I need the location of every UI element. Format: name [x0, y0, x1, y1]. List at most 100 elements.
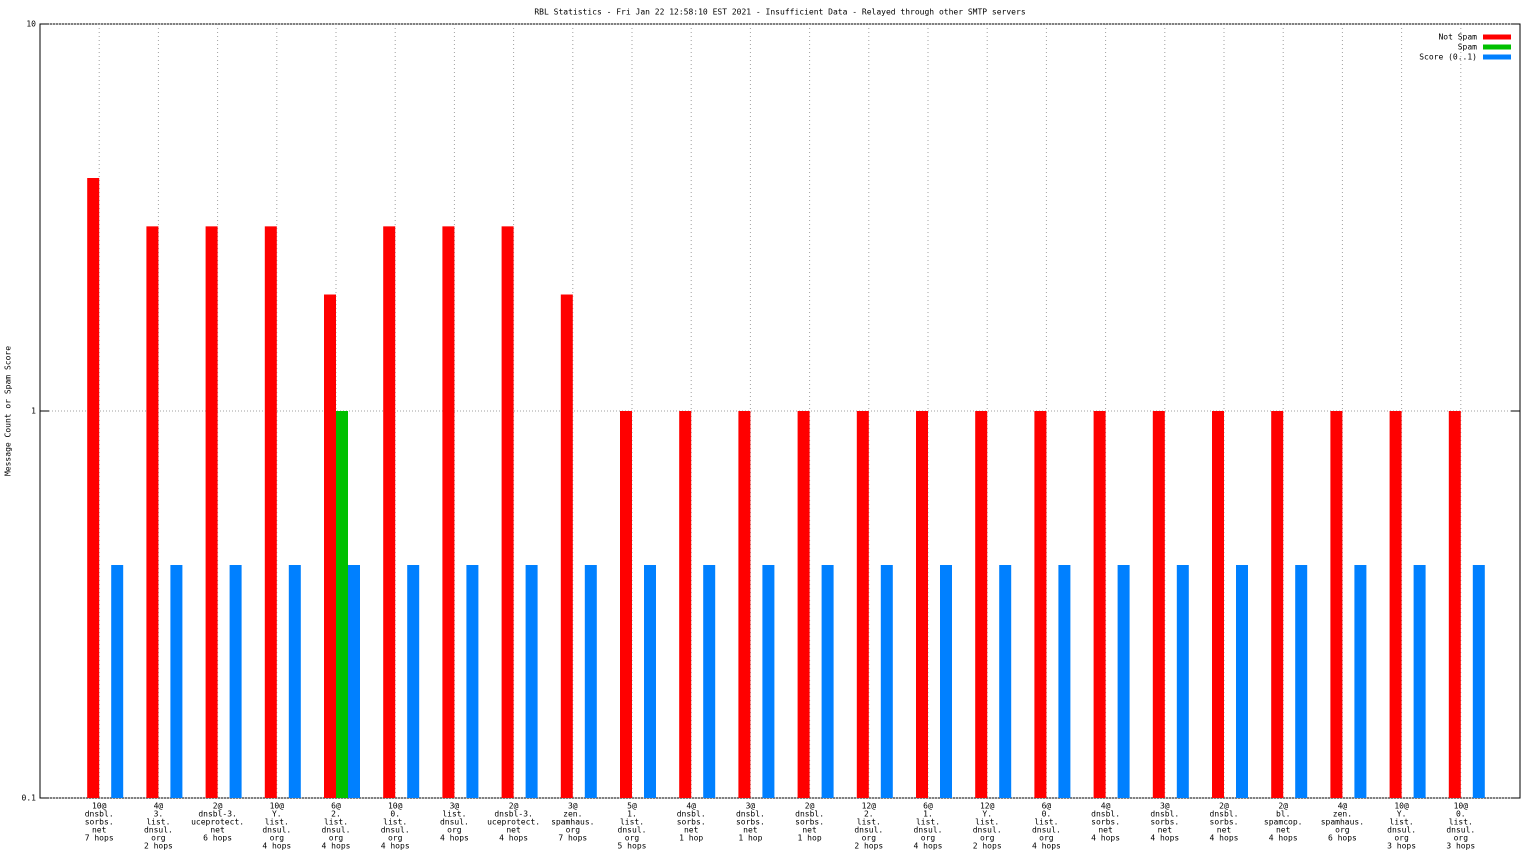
x-tick-label: 4@ [1338, 802, 1348, 811]
x-tick-label: dnsul. [1446, 826, 1475, 835]
bar [620, 411, 632, 798]
x-tick-label: list. [146, 818, 170, 827]
x-tick-label: dnsbl. [85, 810, 114, 819]
x-tick-label: sorbs. [1210, 818, 1239, 827]
bar [501, 226, 514, 799]
bar [1271, 411, 1284, 798]
legend-swatch [1483, 44, 1511, 50]
x-tick-label: 2 hops [973, 842, 1002, 851]
x-tick-label: 12@ [980, 802, 995, 811]
bar [111, 565, 124, 798]
x-tick-label: net [92, 826, 107, 835]
x-tick-label: spamhaus. [551, 818, 594, 827]
x-tick-label: net [1217, 826, 1232, 835]
x-tick-label: dnsul. [381, 826, 410, 835]
bar [856, 411, 869, 798]
x-tick-label: 2@ [1278, 802, 1288, 811]
legend-label: Not Spam [1438, 33, 1477, 42]
bar [797, 411, 810, 798]
x-tick-label: net [1276, 826, 1291, 835]
x-tick-label: 3 hops [1446, 842, 1475, 851]
x-tick-label: 7 hops [85, 834, 114, 843]
bar [738, 411, 751, 798]
x-tick-label: dnsul. [322, 826, 351, 835]
x-tick-label: 2@ [1219, 802, 1229, 811]
bar [170, 565, 183, 798]
x-tick-label: 1 hop [679, 834, 703, 843]
x-tick-label: 10@ [92, 802, 107, 811]
x-tick-label: 3 hops [1387, 842, 1416, 851]
x-tick-label: list. [975, 818, 999, 827]
x-tick-label: list. [1034, 818, 1058, 827]
bar [407, 565, 420, 798]
x-tick-label: 4 hops [1032, 842, 1061, 851]
x-tick-label: 4 hops [1269, 834, 1298, 843]
x-tick-label: zen. [563, 810, 582, 819]
y-tick-label: 1 [31, 407, 36, 416]
chart-title: RBL Statistics - Fri Jan 22 12:58:10 EST… [534, 8, 1025, 17]
x-tick-label: 5 hops [618, 842, 647, 851]
y-axis-label: Message Count or Spam Score [4, 346, 13, 476]
bar [584, 565, 597, 798]
x-tick-label: 4 hops [381, 842, 410, 851]
x-tick-label: sorbs. [1091, 818, 1120, 827]
x-tick-label: dnsul. [914, 826, 943, 835]
x-tick-label: sorbs. [677, 818, 706, 827]
x-tick-label: 10@ [1394, 802, 1409, 811]
x-tick-label: 12@ [862, 802, 877, 811]
x-tick-label: sorbs. [85, 818, 114, 827]
bar [560, 294, 573, 798]
x-tick-label: sorbs. [795, 818, 824, 827]
bar [940, 565, 952, 798]
x-tick-label: 4 hops [914, 842, 943, 851]
legend-swatch [1483, 54, 1511, 60]
x-tick-label: org [1394, 834, 1409, 843]
x-tick-label: 6@ [923, 802, 933, 811]
x-tick-label: dnsbl. [736, 810, 765, 819]
x-tick-label: 10@ [1454, 802, 1469, 811]
bar [264, 226, 277, 799]
bar [348, 565, 360, 798]
x-tick-label: 2 hops [854, 842, 883, 851]
x-tick-label: 4 hops [322, 842, 351, 851]
bar [1093, 411, 1106, 798]
bar [1058, 565, 1071, 798]
bar [916, 411, 928, 798]
x-tick-label: net [1158, 826, 1173, 835]
x-tick-label: Y. [982, 810, 992, 819]
bar [525, 565, 538, 798]
bar [975, 411, 988, 798]
x-tick-label: org [329, 834, 344, 843]
bar [324, 294, 336, 798]
x-tick-label: 2. [331, 810, 341, 819]
x-tick-label: org [921, 834, 936, 843]
x-tick-label: dnsul. [618, 826, 647, 835]
x-tick-label: list. [1449, 818, 1473, 827]
x-tick-label: 4@ [686, 802, 696, 811]
x-tick-label: 10@ [388, 802, 403, 811]
x-tick-label: dnsul. [440, 818, 469, 827]
bar [703, 565, 716, 798]
x-tick-label: 2. [864, 810, 874, 819]
bar [336, 411, 348, 798]
bar [288, 565, 301, 798]
x-tick-label: org [270, 834, 285, 843]
x-tick-label: dnsul. [854, 826, 883, 835]
bar [762, 565, 775, 798]
y-tick-label: 0.1 [22, 794, 37, 803]
bar [205, 226, 218, 799]
x-tick-label: list. [442, 810, 466, 819]
x-tick-label: 4 hops [499, 834, 528, 843]
x-tick-label: 2@ [213, 802, 223, 811]
x-tick-label: org [862, 834, 877, 843]
x-tick-label: dnsbl. [1150, 810, 1179, 819]
bar [880, 565, 893, 798]
x-tick-label: 3@ [1160, 802, 1170, 811]
bar [229, 565, 242, 798]
x-tick-label: org [447, 826, 462, 835]
x-tick-label: list. [1390, 818, 1414, 827]
x-tick-label: 0. [390, 810, 400, 819]
bar [383, 226, 396, 799]
